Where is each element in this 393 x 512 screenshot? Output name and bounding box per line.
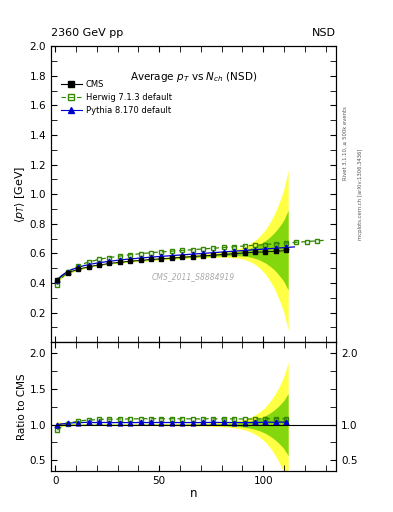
Text: Rivet 3.1.10, ≥ 500k events: Rivet 3.1.10, ≥ 500k events [343, 106, 348, 180]
Text: 2360 GeV pp: 2360 GeV pp [51, 28, 123, 38]
Y-axis label: Ratio to CMS: Ratio to CMS [17, 373, 27, 440]
Text: Average $p_{T}$ vs $N_{ch}$ (NSD): Average $p_{T}$ vs $N_{ch}$ (NSD) [130, 70, 257, 84]
Text: mcplots.cern.ch [arXiv:1306.3436]: mcplots.cern.ch [arXiv:1306.3436] [358, 149, 363, 240]
Legend: CMS, Herwig 7.1.3 default, Pythia 8.170 default: CMS, Herwig 7.1.3 default, Pythia 8.170 … [61, 80, 172, 115]
X-axis label: n: n [190, 487, 197, 500]
Y-axis label: $\langle p_{T}\rangle$ [GeV]: $\langle p_{T}\rangle$ [GeV] [13, 165, 27, 223]
Text: NSD: NSD [312, 28, 336, 38]
Text: CMS_2011_S8884919: CMS_2011_S8884919 [152, 272, 235, 282]
